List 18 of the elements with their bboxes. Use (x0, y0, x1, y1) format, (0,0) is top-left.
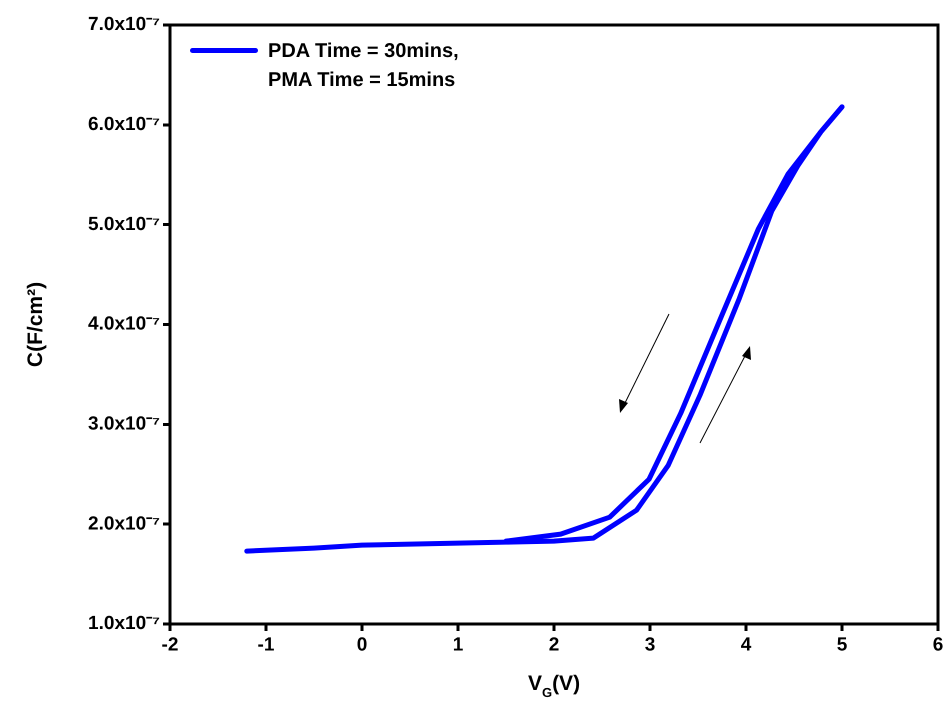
x-tick-label: 4 (740, 634, 752, 656)
x-tick-label: 1 (452, 634, 464, 656)
x-tick-label: 6 (932, 634, 944, 656)
y-tick-label: 7.0x10⁻⁷ (88, 14, 160, 36)
legend-label: PDA Time = 30mins, PMA Time = 15mins (268, 39, 459, 93)
y-tick-label: 6.0x10⁻⁷ (88, 114, 160, 136)
x-tick-label: 0 (356, 634, 368, 656)
y-tick-label: 4.0x10⁻⁷ (88, 314, 160, 335)
x-tick-label: 2 (548, 634, 560, 656)
y-tick-label: 1.0x10⁻⁷ (88, 613, 160, 634)
y-tick-label: 2.0x10⁻⁷ (88, 513, 160, 534)
x-tick-label: 5 (836, 634, 848, 656)
x-tick-label: 3 (644, 634, 656, 656)
y-axis-title: C(F/cm²) (24, 282, 47, 368)
y-tick-label: 5.0x10⁻⁷ (88, 214, 160, 235)
y-tick-label: 3.0x10⁻⁷ (88, 414, 160, 435)
x-tick-label: -2 (162, 634, 178, 656)
x-tick-label: -1 (258, 634, 275, 656)
